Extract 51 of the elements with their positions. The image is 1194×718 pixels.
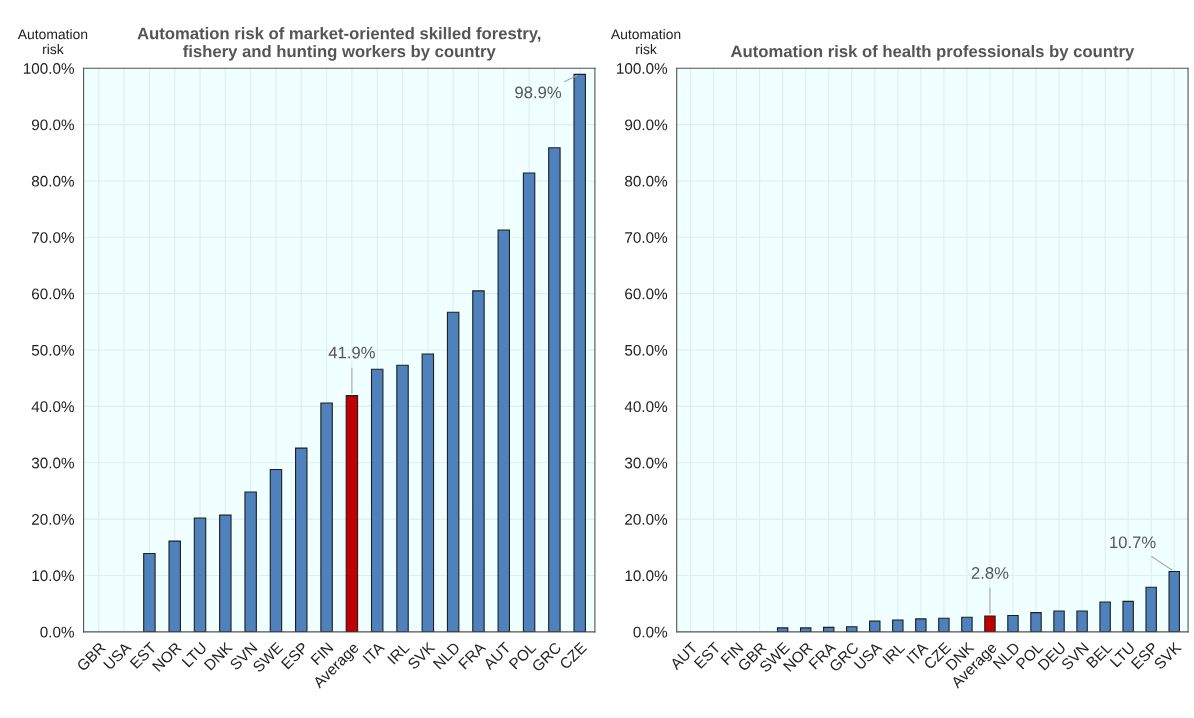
y-tick-label: 90.0% — [625, 119, 668, 131]
bar — [446, 311, 460, 632]
data-label: 2.8% — [971, 567, 1009, 579]
y-tick-label: 90.0% — [31, 119, 75, 131]
bar — [548, 147, 561, 632]
data-label: 41.9% — [328, 346, 375, 359]
y-tick-label: 100.0% — [23, 63, 75, 74]
bar — [219, 514, 232, 632]
bar — [193, 517, 207, 632]
y-tick-label: 40.0% — [624, 401, 668, 413]
y-axis-title: Automation risk — [610, 29, 681, 55]
y-tick-label: 40.0% — [31, 401, 75, 413]
y-tick-label: 0.0% — [633, 626, 668, 638]
y-tick-label: 10.0% — [625, 570, 668, 582]
y-tick-label: 50.0% — [624, 344, 668, 356]
bar — [168, 540, 181, 632]
bar — [269, 468, 283, 632]
y-tick-label: 70.0% — [625, 232, 668, 243]
y-tick-label: 70.0% — [32, 232, 75, 243]
x-tick-label: IRL — [882, 641, 906, 665]
chart-title: Automation risk of market-oriented skilled forestry, fishery and hunting workers by country — [137, 27, 541, 61]
bar — [143, 552, 156, 632]
y-tick-label: 100.0% — [617, 63, 668, 74]
bar — [472, 290, 485, 632]
y-tick-label: 50.0% — [31, 344, 75, 356]
bar — [522, 172, 536, 632]
data-label: 98.9% — [515, 86, 562, 99]
y-tick-label: 30.0% — [31, 457, 75, 469]
y-tick-label: 20.0% — [625, 513, 668, 525]
y-tick-label: 0.0% — [40, 626, 75, 638]
bar — [370, 368, 384, 632]
bar — [396, 364, 409, 632]
y-tick-label: 20.0% — [32, 513, 75, 525]
chart-title: Automation risk of health professionals by country — [730, 45, 1135, 61]
bar — [497, 229, 511, 632]
y-tick-label: 60.0% — [32, 288, 75, 300]
y-tick-label: 10.0% — [32, 570, 75, 582]
x-tick-label: IRL — [387, 641, 410, 665]
x-tick-label: ITA — [362, 641, 386, 664]
bar — [345, 395, 359, 632]
bar — [320, 402, 333, 632]
bar — [573, 73, 586, 632]
data-label: 10.7% — [1110, 536, 1156, 549]
bar — [421, 353, 435, 632]
bar — [295, 447, 308, 632]
y-tick-label: 80.0% — [625, 175, 668, 187]
y-tick-label: 30.0% — [624, 457, 668, 469]
y-tick-label: 80.0% — [31, 175, 75, 187]
y-tick-label: 60.0% — [625, 288, 668, 300]
y-axis-title: Automation risk — [17, 29, 88, 55]
bar — [244, 491, 257, 632]
